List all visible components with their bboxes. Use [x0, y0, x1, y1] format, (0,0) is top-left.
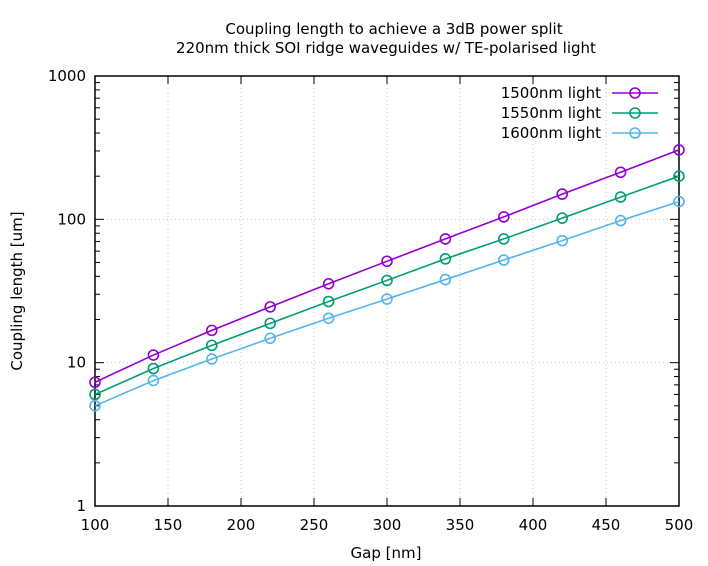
- x-tick-label: 350: [446, 516, 475, 534]
- series-2: [89, 195, 685, 412]
- plot-frame: [94, 75, 680, 507]
- series-0: [89, 144, 685, 389]
- legend: 1500nm light 1550nm light 1600nm light: [501, 84, 658, 142]
- y-tick-label: 100: [57, 210, 86, 228]
- data-series: [89, 144, 685, 412]
- y-tick-label: 1000: [48, 67, 86, 85]
- chart-subtitle: 220nm thick SOI ridge waveguides w/ TE-p…: [176, 39, 596, 57]
- legend-item: 1500nm light: [501, 84, 658, 102]
- x-axis-label: Gap [nm]: [351, 544, 422, 562]
- data-point: [89, 400, 101, 412]
- legend-item: 1550nm light: [501, 104, 658, 122]
- legend-item: 1600nm light: [501, 124, 658, 142]
- data-point: [497, 254, 510, 266]
- y-tick-labels: 1 10 100 1000: [48, 67, 86, 515]
- x-tick-label: 200: [227, 516, 256, 534]
- data-point: [322, 278, 335, 290]
- grid: [95, 76, 679, 506]
- legend-label: 1550nm light: [501, 104, 601, 122]
- data-point: [673, 170, 685, 182]
- data-point: [614, 214, 627, 227]
- data-point: [147, 362, 160, 375]
- data-point: [206, 324, 218, 337]
- x-tick-labels: 100 150 200 250 300 350 400 450 500: [81, 516, 694, 534]
- legend-marker: [629, 107, 641, 119]
- data-point: [497, 211, 510, 223]
- data-point: [264, 301, 277, 313]
- data-point: [614, 166, 627, 179]
- data-point: [556, 188, 569, 200]
- data-point: [439, 273, 452, 286]
- x-tick-label: 150: [154, 516, 183, 534]
- x-tick-label: 300: [373, 516, 402, 534]
- series-line: [94, 149, 680, 383]
- legend-label: 1500nm light: [501, 84, 601, 102]
- x-tick-label: 500: [665, 516, 694, 534]
- data-point: [673, 195, 685, 208]
- data-point: [206, 353, 218, 365]
- data-point: [439, 233, 452, 245]
- data-point: [206, 339, 218, 352]
- y-axis-label: Coupling length [um]: [8, 211, 26, 370]
- legend-marker: [629, 127, 641, 139]
- data-point: [614, 191, 627, 203]
- data-point: [556, 234, 569, 247]
- data-point: [381, 274, 393, 287]
- data-point: [264, 332, 277, 345]
- data-point: [322, 295, 335, 308]
- data-point: [89, 388, 101, 401]
- x-tick-label: 250: [300, 516, 329, 534]
- x-tick-label: 400: [519, 516, 548, 534]
- data-point: [673, 144, 685, 156]
- data-point: [497, 233, 510, 245]
- data-point: [264, 317, 277, 330]
- y-tick-label: 10: [67, 354, 86, 372]
- series-line: [94, 175, 680, 396]
- chart-title: Coupling length to achieve a 3dB power s…: [225, 20, 562, 38]
- data-point: [89, 376, 101, 389]
- x-tick-label: 100: [81, 516, 110, 534]
- data-point: [556, 212, 569, 224]
- data-point: [147, 374, 160, 387]
- series-line: [94, 200, 680, 407]
- data-point: [381, 293, 393, 305]
- data-point: [322, 312, 335, 325]
- data-point: [439, 253, 452, 265]
- x-tick-label: 450: [592, 516, 621, 534]
- legend-label: 1600nm light: [501, 124, 601, 142]
- series-1: [89, 170, 685, 401]
- legend-marker: [629, 87, 641, 99]
- data-point: [147, 349, 160, 361]
- data-point: [381, 255, 393, 268]
- y-tick-label: 1: [76, 497, 86, 515]
